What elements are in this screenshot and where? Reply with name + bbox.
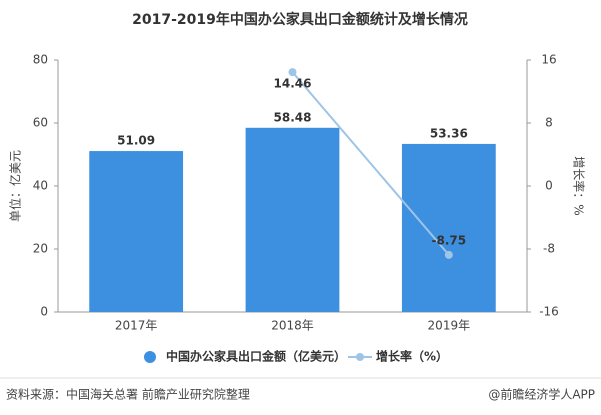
y2-tick-label: -16 xyxy=(539,305,559,319)
y-tick-label: 0 xyxy=(40,305,48,319)
data-label: 53.36 xyxy=(430,126,468,140)
bar xyxy=(245,127,340,313)
y-tick-label: 60 xyxy=(33,116,48,130)
legend-swatch xyxy=(144,351,156,363)
data-label: -8.75 xyxy=(432,233,467,247)
y2-tick-label: 16 xyxy=(541,53,556,67)
data-label: 58.48 xyxy=(274,110,312,124)
source: 资料来源：中国海关总署 前瞻产业研究院整理 xyxy=(6,387,250,402)
legend-swatch xyxy=(356,353,364,361)
bar xyxy=(401,143,496,312)
line xyxy=(291,71,450,256)
y2-tick-label: -8 xyxy=(543,242,555,256)
x-tick-label: 2017年 xyxy=(115,319,158,333)
legend-label: 中国办公家具出口金额（亿美元） xyxy=(166,349,346,364)
x-tick-label: 2018年 xyxy=(271,319,314,333)
line-point xyxy=(444,250,453,259)
y-tick-label: 20 xyxy=(33,242,48,256)
y-tick-label: 40 xyxy=(33,179,48,193)
bar xyxy=(89,151,184,312)
x-tick-label: 2019年 xyxy=(428,319,471,333)
chart-title: 2017-2019年中国办公家具出口金额统计及增长情况 xyxy=(132,11,468,28)
y2-tick-label: 8 xyxy=(545,116,553,130)
y-tick-label: 80 xyxy=(33,53,48,67)
credit: @前瞻经济学人APP xyxy=(488,387,595,402)
legend-label: 增长率（%） xyxy=(376,349,448,364)
data-label: 51.09 xyxy=(117,134,155,148)
y2-axis-label: 增长率：% xyxy=(572,156,587,215)
data-label: 14.46 xyxy=(274,77,312,91)
y-axis-label: 单位：亿美元 xyxy=(8,150,23,222)
y2-tick-label: 0 xyxy=(545,179,553,193)
line-point xyxy=(288,68,297,77)
